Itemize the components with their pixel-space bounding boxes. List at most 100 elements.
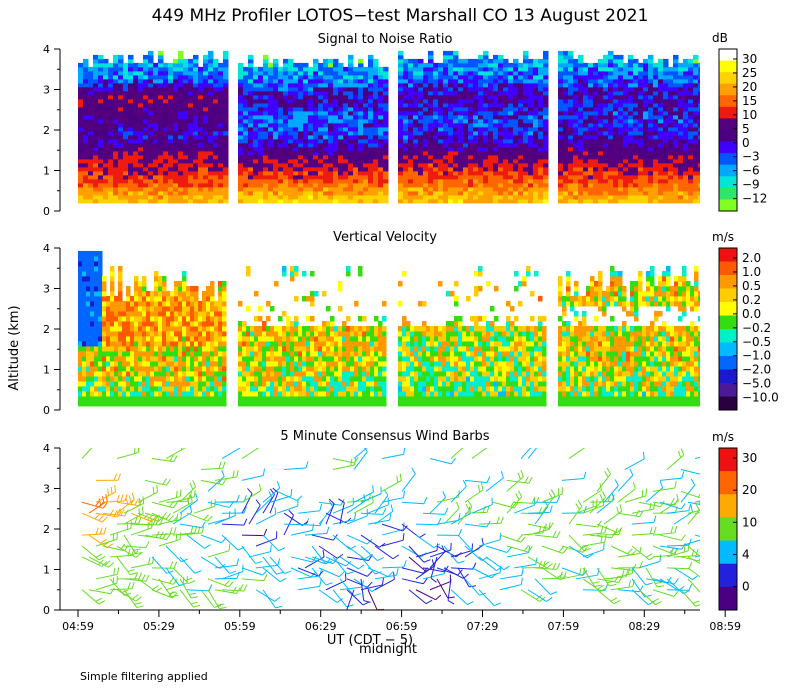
snr-cell — [368, 142, 374, 148]
vv-cell — [102, 290, 107, 297]
snr-cell — [528, 94, 534, 100]
snr-cell — [468, 62, 474, 68]
snr-cell — [178, 198, 184, 204]
vv-cell — [102, 360, 107, 367]
snr-cell — [443, 162, 449, 168]
snr-cell — [353, 134, 359, 140]
snr-cell — [323, 70, 329, 76]
snr-cell — [638, 90, 644, 96]
snr-cell — [473, 70, 479, 76]
snr-cell — [473, 166, 479, 172]
snr-cell — [413, 146, 419, 152]
vv-cell — [86, 335, 91, 342]
snr-cell — [658, 150, 664, 156]
snr-cell — [608, 74, 614, 80]
snr-cell — [168, 198, 174, 204]
snr-cell — [683, 170, 689, 176]
snr-cell — [503, 82, 509, 88]
snr-cell — [338, 194, 344, 200]
snr-cell — [313, 90, 319, 96]
snr-cell — [78, 66, 84, 72]
snr-cell — [608, 158, 614, 164]
snr-cell — [538, 62, 544, 68]
snr-cell — [323, 110, 329, 116]
snr-cell — [203, 54, 209, 60]
snr-cell — [608, 166, 614, 172]
snr-cell — [423, 118, 429, 124]
snr-cell — [658, 122, 664, 128]
snr-cell — [313, 86, 319, 92]
snr-cell — [243, 110, 249, 116]
snr-cell — [653, 106, 659, 112]
snr-cell — [403, 114, 409, 120]
snr-cell — [418, 142, 424, 148]
snr-cell — [668, 134, 674, 140]
snr-cell — [438, 74, 444, 80]
snr-cell — [503, 150, 509, 156]
snr-cell — [168, 162, 174, 168]
snr-cell — [278, 182, 284, 188]
snr-cell — [78, 178, 84, 184]
snr-cell — [218, 162, 224, 168]
snr-cell — [473, 198, 479, 204]
snr-cell — [263, 114, 269, 120]
snr-cell — [108, 98, 114, 104]
snr-cell — [108, 62, 114, 68]
snr-cell — [683, 66, 689, 72]
snr-cell — [343, 150, 349, 156]
snr-cell — [253, 162, 259, 168]
snr-cell — [443, 178, 449, 184]
snr-cell — [478, 198, 484, 204]
snr-cell — [438, 126, 444, 132]
snr-cell — [653, 138, 659, 144]
snr-cell — [243, 170, 249, 176]
snr-cell — [353, 142, 359, 148]
snr-cell — [533, 106, 539, 112]
snr-cell — [523, 198, 529, 204]
snr-cell — [628, 162, 634, 168]
snr-cell — [223, 134, 229, 140]
snr-cell — [288, 86, 294, 92]
vv-cell — [146, 350, 151, 357]
snr-cell — [123, 66, 129, 72]
snr-cell — [88, 110, 94, 116]
snr-cell — [398, 86, 404, 92]
snr-cell — [213, 190, 219, 196]
vv-cell — [94, 335, 99, 342]
vv-cell — [174, 320, 179, 327]
snr-cell — [688, 146, 694, 152]
snr-cell — [108, 94, 114, 100]
vv-cell — [126, 340, 131, 347]
snr-cell — [308, 130, 314, 136]
snr-cell — [283, 66, 289, 72]
vv-cell — [86, 270, 91, 277]
snr-cell — [413, 118, 419, 124]
snr-cell — [448, 178, 454, 184]
snr-cell — [503, 94, 509, 100]
snr-cell — [538, 94, 544, 100]
snr-cell — [178, 182, 184, 188]
snr-cell — [528, 134, 534, 140]
snr-cell — [648, 90, 654, 96]
snr-cell — [588, 106, 594, 112]
snr-cell — [503, 126, 509, 132]
snr-cell — [273, 194, 279, 200]
snr-cell — [258, 198, 264, 204]
snr-cell — [78, 194, 84, 200]
snr-cell — [103, 178, 109, 184]
snr-cell — [493, 146, 499, 152]
snr-cell — [638, 158, 644, 164]
snr-cell — [248, 150, 254, 156]
snr-cell — [348, 186, 354, 192]
snr-cell — [103, 90, 109, 96]
snr-cell — [218, 194, 224, 200]
snr-cell — [673, 74, 679, 80]
snr-cell — [513, 86, 519, 92]
snr-cell — [353, 90, 359, 96]
vv-cell — [86, 260, 91, 267]
snr-cell — [338, 78, 344, 84]
vv-cell — [94, 315, 99, 322]
snr-cell — [118, 182, 124, 188]
snr-cell — [203, 198, 209, 204]
snr-cell — [438, 170, 444, 176]
